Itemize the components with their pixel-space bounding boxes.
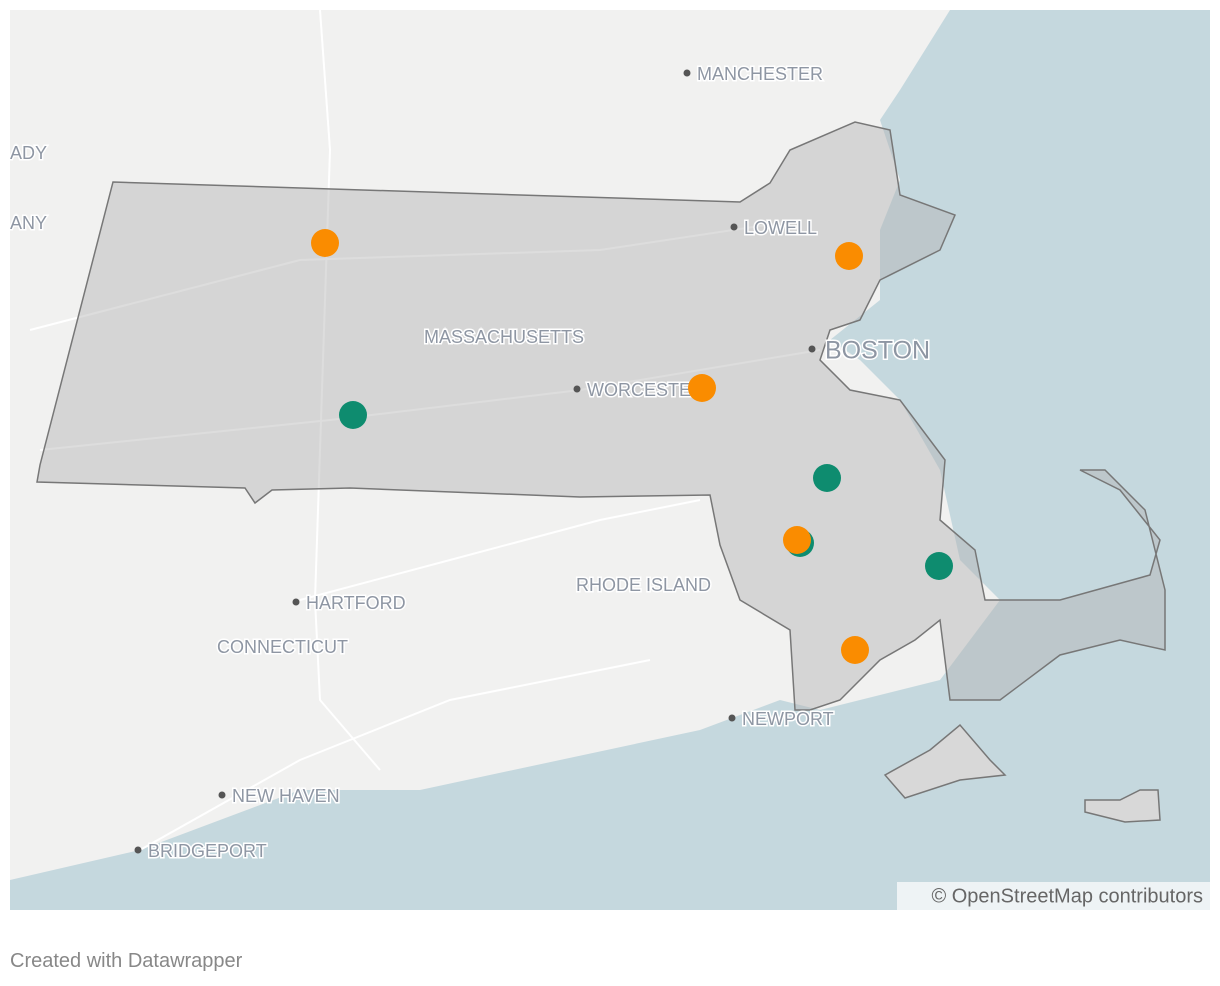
massachusetts-region [36,121,1166,711]
place-label: LOWELL [744,218,817,238]
marker[interactable] [339,401,367,429]
city-dot [218,791,226,799]
island [1084,789,1161,823]
marker[interactable] [813,464,841,492]
river [313,9,381,771]
region-label: MASSACHUSETTS [424,327,584,347]
city-dot [808,345,816,353]
attribution-bg [897,882,1210,910]
city-dot [728,714,736,722]
marker[interactable] [311,229,339,257]
island [883,723,1007,799]
place-label: BOSTON [825,337,930,365]
marker[interactable] [841,636,869,664]
marker[interactable] [925,552,953,580]
place-label: NEWPORT [742,709,834,729]
place-label: ADY [10,143,47,163]
marker[interactable] [688,374,716,402]
footer: Created with Datawrapper [10,950,243,972]
road [29,219,821,851]
city-dot [573,385,581,393]
place-label: BRIDGEPORT [148,841,267,861]
place-label: MANCHESTER [697,64,823,84]
marker[interactable] [783,526,811,554]
city-dot [292,598,300,606]
region-label: RHODE ISLAND [576,575,711,595]
city-dot [683,69,691,77]
place-label: WORCESTER [587,380,704,400]
place-label: NEW HAVEN [232,786,340,806]
place-label: ANY [10,213,47,233]
map: MANCHESTER ADY ANY LOWELL MASSACHUSETTS … [9,9,1210,910]
region-label: CONNECTICUT [217,637,348,657]
place-label: HARTFORD [306,593,406,613]
marker[interactable] [835,242,863,270]
city-dot [134,846,142,854]
attribution[interactable]: © OpenStreetMap contributors [931,885,1203,907]
city-dot [730,223,738,231]
ocean [10,10,1210,910]
